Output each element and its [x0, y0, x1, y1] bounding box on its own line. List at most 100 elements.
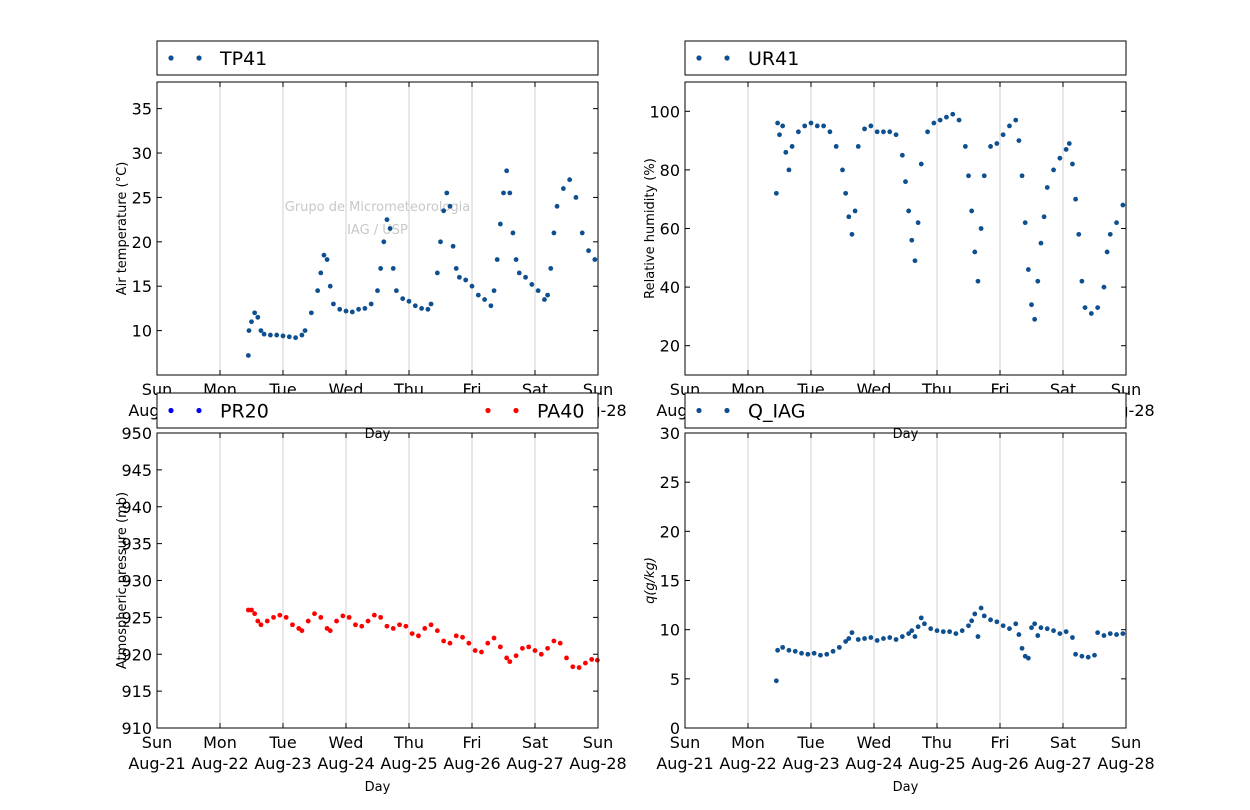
y-tick-label: 10: [660, 621, 680, 640]
data-point: [390, 266, 396, 271]
x-tick-label-date: Aug-26: [443, 754, 500, 773]
data-point: [780, 644, 786, 650]
data-point: [249, 607, 254, 613]
chart-panel-3: 910 915 920 925 930 935 940 945 950 Sun Aug-21 Mon A…: [115, 424, 627, 795]
data-point: [906, 208, 912, 214]
y-tick-label: 35: [132, 100, 152, 119]
data-point: [903, 179, 908, 185]
y-tick-label: 20: [132, 233, 152, 252]
x-tick-label-day: Wed: [329, 733, 364, 752]
x-tick-label-date: Aug-24: [317, 754, 374, 773]
data-point: [786, 167, 792, 173]
data-point: [1007, 123, 1012, 129]
data-point: [331, 301, 336, 307]
data-point: [953, 631, 959, 636]
x-tick-label-day: Sun: [1111, 733, 1141, 752]
data-point: [956, 117, 962, 123]
data-point: [937, 117, 943, 123]
data-point: [855, 637, 861, 642]
x-tick-label-day: Thu: [921, 733, 952, 752]
data-point: [318, 614, 324, 620]
data-point: [419, 306, 424, 311]
data-point: [318, 270, 324, 276]
data-point: [918, 161, 924, 167]
data-point: [497, 221, 503, 227]
y-tick-label: 920: [121, 645, 152, 664]
data-point: [479, 649, 484, 655]
data-point: [843, 190, 849, 196]
x-tick-label-day: Tue: [796, 733, 824, 752]
data-point: [1120, 202, 1126, 208]
series-TP41: [245, 168, 598, 358]
data-point: [818, 652, 823, 658]
data-point: [450, 243, 456, 249]
data-point: [950, 111, 956, 117]
data-point: [305, 618, 311, 624]
data-point: [836, 644, 842, 650]
y-tick-label: 945: [121, 461, 152, 480]
data-point: [1079, 278, 1085, 284]
data-point: [962, 144, 968, 149]
data-point: [460, 634, 465, 640]
data-point: [959, 628, 965, 634]
data-point: [1025, 655, 1031, 661]
legend-label: TP41: [219, 48, 267, 70]
data-point: [567, 177, 573, 183]
data-point: [346, 614, 352, 620]
x-tick-label-day: Fri: [990, 733, 1009, 752]
data-point: [252, 310, 258, 316]
data-point: [491, 635, 497, 641]
data-point: [811, 650, 817, 656]
data-point: [1063, 629, 1069, 635]
data-point: [403, 623, 409, 629]
data-point: [516, 270, 522, 276]
data-point: [548, 266, 554, 271]
data-point: [972, 249, 978, 255]
data-point: [447, 640, 453, 646]
y-tick-label: 930: [121, 572, 152, 591]
data-point: [302, 328, 308, 334]
legend: PR20 PA40: [156, 392, 599, 429]
data-point: [931, 120, 937, 126]
x-tick-label-day: Sat: [522, 733, 548, 752]
data-point: [1095, 305, 1101, 311]
data-point: [915, 220, 921, 226]
legend-marker: [696, 407, 702, 414]
data-point: [773, 190, 779, 196]
data-point: [560, 186, 566, 191]
data-point: [434, 270, 440, 276]
data-point: [457, 274, 462, 280]
data-point: [966, 623, 971, 629]
data-point: [1101, 284, 1107, 290]
data-point: [981, 173, 987, 179]
data-point: [775, 647, 781, 653]
data-point: [526, 644, 532, 650]
y-tick-label: 60: [660, 220, 680, 239]
axes-frame: [684, 81, 1127, 376]
y-tick-label: 915: [121, 682, 152, 701]
data-point: [874, 129, 880, 135]
data-point: [447, 203, 453, 209]
x-tick-label-date: Aug-28: [569, 754, 626, 773]
data-point: [327, 628, 333, 634]
data-point: [315, 288, 321, 294]
data-point: [453, 633, 459, 639]
data-point: [507, 659, 513, 665]
data-point: [773, 678, 779, 684]
x-tick-label-date: Aug-27: [1034, 754, 1091, 773]
watermark-text: Grupo de Micrometeorologia: [285, 200, 471, 215]
x-tick-label-day: Sun: [670, 733, 700, 752]
data-point: [1082, 305, 1088, 311]
data-point: [1044, 185, 1050, 190]
data-point: [925, 129, 930, 135]
data-point: [258, 622, 264, 628]
data-point: [1076, 231, 1082, 237]
data-point: [981, 613, 987, 619]
data-point: [277, 612, 283, 618]
series-UR41: [773, 111, 1126, 322]
data-point: [934, 628, 940, 634]
data-point: [899, 152, 905, 158]
legend-marker: [196, 55, 202, 61]
data-point: [786, 647, 792, 653]
y-tick-label: 935: [121, 535, 152, 554]
